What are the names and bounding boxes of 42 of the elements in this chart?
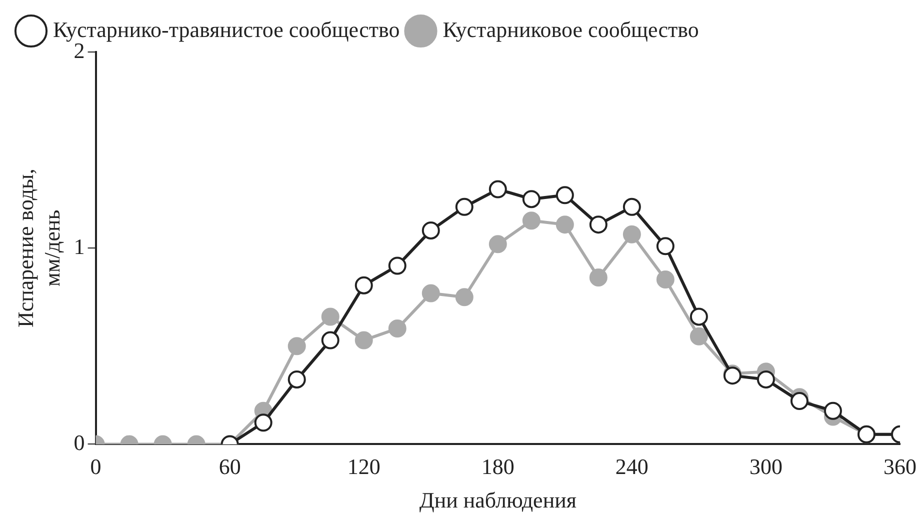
x-tick-label: 240 bbox=[615, 454, 648, 480]
point bbox=[455, 198, 474, 216]
y-axis-title: Испарение воды, мм/день bbox=[12, 168, 64, 328]
point bbox=[321, 308, 340, 326]
point bbox=[589, 216, 608, 234]
point bbox=[354, 331, 373, 350]
point bbox=[422, 221, 440, 240]
x-axis-title: Дни наблюдения bbox=[419, 488, 576, 513]
point bbox=[254, 414, 272, 432]
point bbox=[824, 402, 842, 420]
y-tick-label: 1 bbox=[74, 234, 85, 259]
point bbox=[288, 337, 306, 356]
x-tick-label: 120 bbox=[347, 454, 380, 480]
x-tick-label: 360 bbox=[884, 454, 916, 480]
point bbox=[488, 235, 507, 254]
x-tick-label: 180 bbox=[481, 454, 514, 480]
point bbox=[656, 237, 674, 256]
point bbox=[690, 327, 708, 346]
point bbox=[656, 270, 674, 288]
point bbox=[556, 216, 574, 234]
x-tick-label: 0 bbox=[90, 454, 102, 480]
x-tick-label: 60 bbox=[218, 454, 241, 480]
point bbox=[288, 370, 306, 388]
x-tick-label: 300 bbox=[749, 454, 782, 480]
y-tick-label: 0 bbox=[74, 430, 85, 455]
point bbox=[388, 256, 406, 275]
point bbox=[756, 370, 775, 388]
point bbox=[422, 284, 440, 302]
point bbox=[388, 320, 406, 338]
point bbox=[455, 288, 474, 306]
point bbox=[522, 212, 540, 230]
point bbox=[488, 180, 507, 198]
point bbox=[622, 225, 641, 244]
point bbox=[321, 331, 340, 350]
legend-label: Кустарниковое сообщество bbox=[442, 16, 699, 42]
point bbox=[556, 186, 574, 204]
point bbox=[690, 308, 708, 326]
point bbox=[354, 276, 373, 294]
point bbox=[790, 392, 808, 410]
point bbox=[589, 268, 608, 287]
point bbox=[522, 190, 540, 208]
point bbox=[622, 198, 641, 216]
